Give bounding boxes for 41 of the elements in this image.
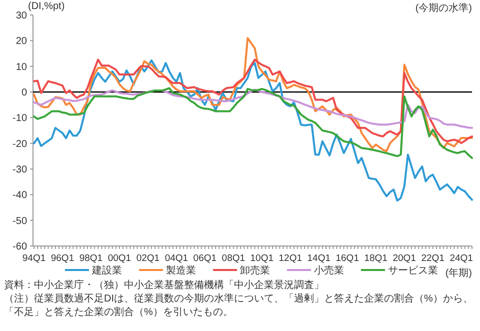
chart-subtitle: (今期の水準)	[415, 2, 472, 14]
x-tick-label: 16Q1	[336, 253, 359, 264]
x-tick-label: 98Q1	[79, 253, 103, 264]
y-tick-label: -10	[12, 113, 28, 124]
y-tick-label: 0	[21, 88, 28, 98]
y-axis-title: (DI,%pt)	[28, 1, 65, 12]
line-series	[33, 87, 473, 159]
x-tick-label: 02Q1	[136, 253, 160, 264]
x-axis-title: (年期)	[445, 267, 472, 279]
legend-label: 卸売業	[240, 264, 270, 276]
line-series	[33, 88, 473, 129]
line-series	[33, 58, 473, 144]
y-tick-label: 10	[16, 62, 28, 73]
x-tick-label: 94Q1	[22, 253, 46, 264]
line-series	[33, 37, 473, 152]
y-tick-label: -60	[12, 242, 28, 252]
y-tick-label: 30	[16, 10, 28, 22]
y-tick-label: 20	[16, 36, 28, 48]
x-tick-label: 06Q1	[193, 253, 217, 264]
line-series	[33, 59, 473, 202]
x-tick-label: 18Q1	[364, 253, 388, 264]
text: 資料：中小企業庁・（独）中小企業基盤整備機構「中小企業景況調査」	[4, 279, 324, 291]
legend-label: 小売業	[314, 264, 344, 276]
y-tick-label: -50	[12, 216, 28, 227]
legend-label: 製造業	[166, 264, 196, 276]
x-tick-label: 24Q1	[450, 253, 473, 264]
x-tick-label: 04Q1	[164, 253, 188, 264]
x-tick-label: 96Q1	[50, 253, 74, 264]
text: （注）従業員数過不足DIは、従業員数の今期の水準について、「過剰」と答えた企業の割合（%）から、「不足」と答えた企業の割合（%）を引いたもの。	[4, 292, 473, 318]
x-tick-label: 14Q1	[307, 253, 331, 264]
x-tick-label: 12Q1	[278, 253, 302, 264]
y-tick-label: -20	[12, 138, 28, 150]
x-tick-label: 20Q1	[392, 253, 416, 264]
y-tick-label: -40	[12, 190, 28, 202]
legend-label: サービス業	[388, 264, 438, 276]
x-tick-label: 00Q1	[108, 253, 132, 264]
y-tick-label: -30	[12, 164, 28, 176]
legend-label: 建設業	[91, 264, 122, 276]
x-tick-label: 10Q1	[250, 253, 274, 264]
x-tick-label: 08Q1	[222, 253, 246, 264]
x-tick-label: 22Q1	[421, 253, 444, 264]
